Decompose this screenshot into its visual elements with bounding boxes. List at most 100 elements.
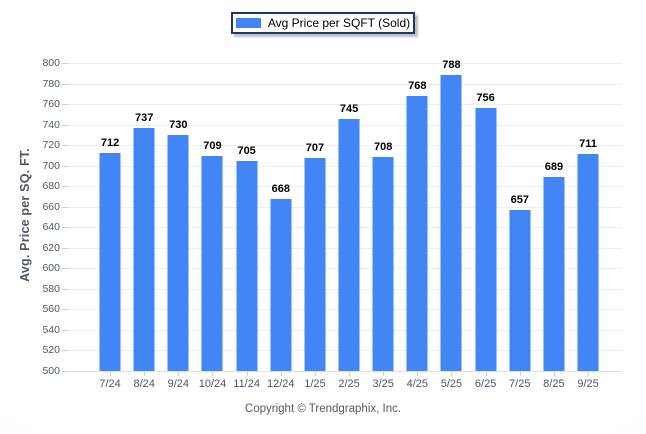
bar-value-label: 657 <box>510 193 529 206</box>
x-axis-tick <box>588 372 590 376</box>
x-tick-label: 7/25 <box>509 378 531 390</box>
x-tick-label: 4/25 <box>406 378 429 390</box>
bar <box>372 157 394 371</box>
bar-slot: 712 7/24 <box>93 63 127 390</box>
bar <box>543 176 565 371</box>
bar-value-label: 788 <box>442 59 461 72</box>
bar <box>133 127 155 371</box>
bar-value-label: 711 <box>579 138 597 151</box>
y-tick-label: 740 <box>42 118 60 131</box>
y-axis-tick <box>62 329 68 331</box>
x-axis-tick <box>553 372 555 376</box>
x-axis-tick <box>349 372 351 376</box>
bar-slot: 708 3/25 <box>366 63 400 390</box>
y-tick-label: 580 <box>42 282 60 295</box>
x-axis-tick <box>314 372 316 376</box>
y-tick-label: 600 <box>42 262 60 275</box>
plot-area: 500 520 540 560 580 600 620 640 660 680 700 720 740 7… <box>42 57 622 390</box>
y-tick-label: 620 <box>42 241 60 254</box>
bar <box>406 95 428 371</box>
y-axis-tick <box>62 165 68 167</box>
bar <box>475 108 497 371</box>
x-tick-label: 6/25 <box>474 378 497 390</box>
gridline <box>68 104 622 106</box>
copyright-text: Copyright © Trendgraphix, Inc. <box>244 403 402 415</box>
y-tick-label: 640 <box>42 221 60 234</box>
legend: Avg Price per SQFT (Sold) <box>231 12 415 34</box>
y-tick-label: 760 <box>42 98 60 111</box>
x-axis-tick <box>485 372 487 376</box>
y-axis-tick <box>62 83 68 85</box>
y-tick-label: 800 <box>42 57 60 69</box>
bar-value-label: 689 <box>544 160 564 173</box>
x-tick-label: 9/24 <box>167 378 190 390</box>
x-axis-tick <box>383 372 385 376</box>
bar-slot: 668 12/24 <box>264 63 298 390</box>
bar-value-label: 737 <box>135 111 154 124</box>
x-tick-label: 9/25 <box>577 378 599 390</box>
x-tick-label: 2/25 <box>338 378 360 390</box>
y-tick-label: 540 <box>42 323 60 336</box>
bar <box>201 156 223 371</box>
bar-slot: 737 8/24 <box>127 63 161 390</box>
bar-slot: 657 7/25 <box>503 63 537 390</box>
y-axis-tick <box>62 186 68 188</box>
bar-value-label: 708 <box>374 141 393 154</box>
bar-value-label: 705 <box>237 144 256 157</box>
bar <box>167 134 189 371</box>
bar-slot: 756 6/25 <box>469 63 503 390</box>
x-tick-label: 1/25 <box>304 378 326 390</box>
y-axis-tick <box>62 247 68 249</box>
x-axis-tick <box>280 372 282 376</box>
y-tick-label: 520 <box>42 344 60 357</box>
bars-row: 712 7/24 737 8/24 730 9/24 709 10/24 705 11/24 668… <box>68 59 622 390</box>
bar <box>304 158 326 371</box>
bar-value-label: 668 <box>271 182 290 195</box>
y-tick-label: 780 <box>42 77 60 90</box>
y-tick-label: 720 <box>42 139 60 152</box>
bar <box>270 198 292 371</box>
x-tick-label: 3/25 <box>372 378 394 390</box>
x-axis-tick <box>144 372 146 376</box>
bar-slot: 705 11/24 <box>230 63 264 390</box>
x-axis-tick <box>246 372 248 376</box>
y-axis-tick <box>62 227 68 229</box>
bar-slot: 768 4/25 <box>400 63 434 390</box>
bar-slot: 730 9/24 <box>161 63 195 390</box>
x-tick-label: 8/24 <box>133 378 155 390</box>
y-tick-label: 660 <box>42 200 60 213</box>
y-tick-label: 560 <box>42 303 60 316</box>
bar-value-label: 768 <box>408 79 427 92</box>
bar <box>338 119 360 371</box>
y-tick-label: 700 <box>42 159 60 172</box>
y-axis-tick <box>62 206 68 208</box>
y-axis-tick <box>62 145 68 147</box>
bar-slot: 788 5/25 <box>434 59 468 390</box>
bar <box>99 153 121 371</box>
x-tick-label: 7/24 <box>99 378 121 390</box>
y-axis-tick <box>62 104 68 106</box>
bar-value-label: 730 <box>169 118 188 131</box>
bar <box>577 154 599 371</box>
bar-slot: 689 8/25 <box>537 63 571 390</box>
bar-slot: 709 10/24 <box>195 63 229 390</box>
x-tick-label: 11/24 <box>233 378 260 390</box>
x-axis-line <box>68 371 622 372</box>
x-axis-tick <box>417 372 419 376</box>
y-axis-tick <box>62 124 68 126</box>
bar-value-label: 756 <box>476 92 495 105</box>
bar <box>236 160 258 371</box>
bar-value-label: 712 <box>100 137 120 150</box>
x-tick-label: 5/25 <box>440 378 463 390</box>
legend-swatch-icon <box>235 18 261 28</box>
y-axis-tick <box>62 371 68 372</box>
bar-value-label: 745 <box>339 103 359 116</box>
x-axis-tick <box>178 372 180 376</box>
bar <box>509 209 531 371</box>
y-axis-tick <box>62 268 68 270</box>
bar-slot: 711 9/25 <box>571 63 605 390</box>
x-tick-label: 12/24 <box>267 378 295 390</box>
x-axis-tick <box>110 372 112 376</box>
bar-value-label: 707 <box>305 142 325 155</box>
